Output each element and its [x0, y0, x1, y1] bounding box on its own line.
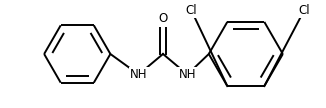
Text: NH: NH: [130, 68, 147, 81]
Text: NH: NH: [179, 68, 196, 81]
Text: O: O: [158, 12, 168, 25]
Text: Cl: Cl: [299, 4, 310, 17]
Text: Cl: Cl: [185, 4, 197, 17]
